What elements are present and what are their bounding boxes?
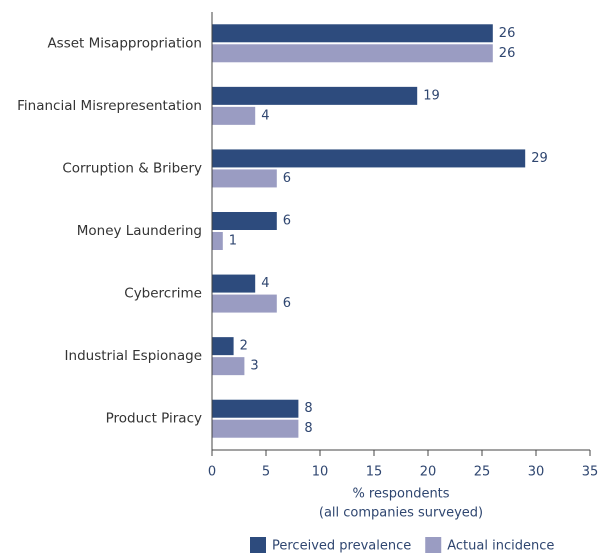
- value-label: 2: [240, 339, 248, 354]
- x-tick-label: 20: [420, 465, 437, 480]
- x-tick-label: 25: [474, 465, 491, 480]
- value-label: 19: [423, 88, 440, 103]
- bar: [212, 86, 418, 105]
- category-label: Cybercrime: [124, 286, 202, 302]
- bar: [212, 294, 277, 313]
- value-label: 6: [283, 171, 291, 186]
- bar: [212, 357, 245, 376]
- x-axis-label: % respondents: [352, 487, 449, 502]
- category-label: Asset Misappropriation: [47, 35, 202, 51]
- x-tick-label: 15: [366, 465, 383, 480]
- category-label: Financial Misrepresentation: [17, 98, 202, 114]
- legend-swatch: [425, 537, 442, 553]
- category-label: Industrial Espionage: [65, 348, 202, 364]
- bar: [212, 169, 277, 188]
- x-tick-label: 0: [208, 465, 216, 480]
- bar: [212, 337, 234, 356]
- bar: [212, 419, 299, 438]
- category-label: Product Piracy: [106, 411, 202, 427]
- x-axis-label: (all companies surveyed): [319, 506, 483, 521]
- legend-swatch: [250, 537, 266, 553]
- bar: [212, 399, 299, 418]
- value-label: 8: [304, 421, 312, 436]
- value-label: 6: [283, 296, 291, 311]
- bar: [212, 212, 277, 230]
- legend-label: Actual incidence: [447, 539, 554, 554]
- bar: [212, 274, 256, 293]
- bar: [212, 232, 223, 250]
- bar: [212, 149, 526, 168]
- category-label: Corruption & Bribery: [62, 160, 202, 176]
- bar: [212, 44, 493, 63]
- x-tick-label: 30: [528, 465, 545, 480]
- value-label: 26: [499, 46, 516, 61]
- legend-label: Perceived prevalence: [272, 539, 411, 554]
- x-tick-label: 5: [262, 465, 270, 480]
- value-label: 1: [229, 234, 237, 249]
- value-label: 4: [261, 108, 269, 123]
- value-label: 8: [304, 401, 312, 416]
- value-label: 26: [499, 26, 516, 41]
- value-label: 4: [261, 276, 269, 291]
- bar: [212, 106, 256, 125]
- value-label: 6: [283, 214, 291, 229]
- value-label: 29: [531, 151, 548, 166]
- category-label: Money Laundering: [77, 223, 202, 239]
- value-label: 3: [250, 359, 258, 374]
- x-tick-label: 35: [582, 465, 599, 480]
- bar: [212, 24, 493, 43]
- x-tick-label: 10: [312, 465, 329, 480]
